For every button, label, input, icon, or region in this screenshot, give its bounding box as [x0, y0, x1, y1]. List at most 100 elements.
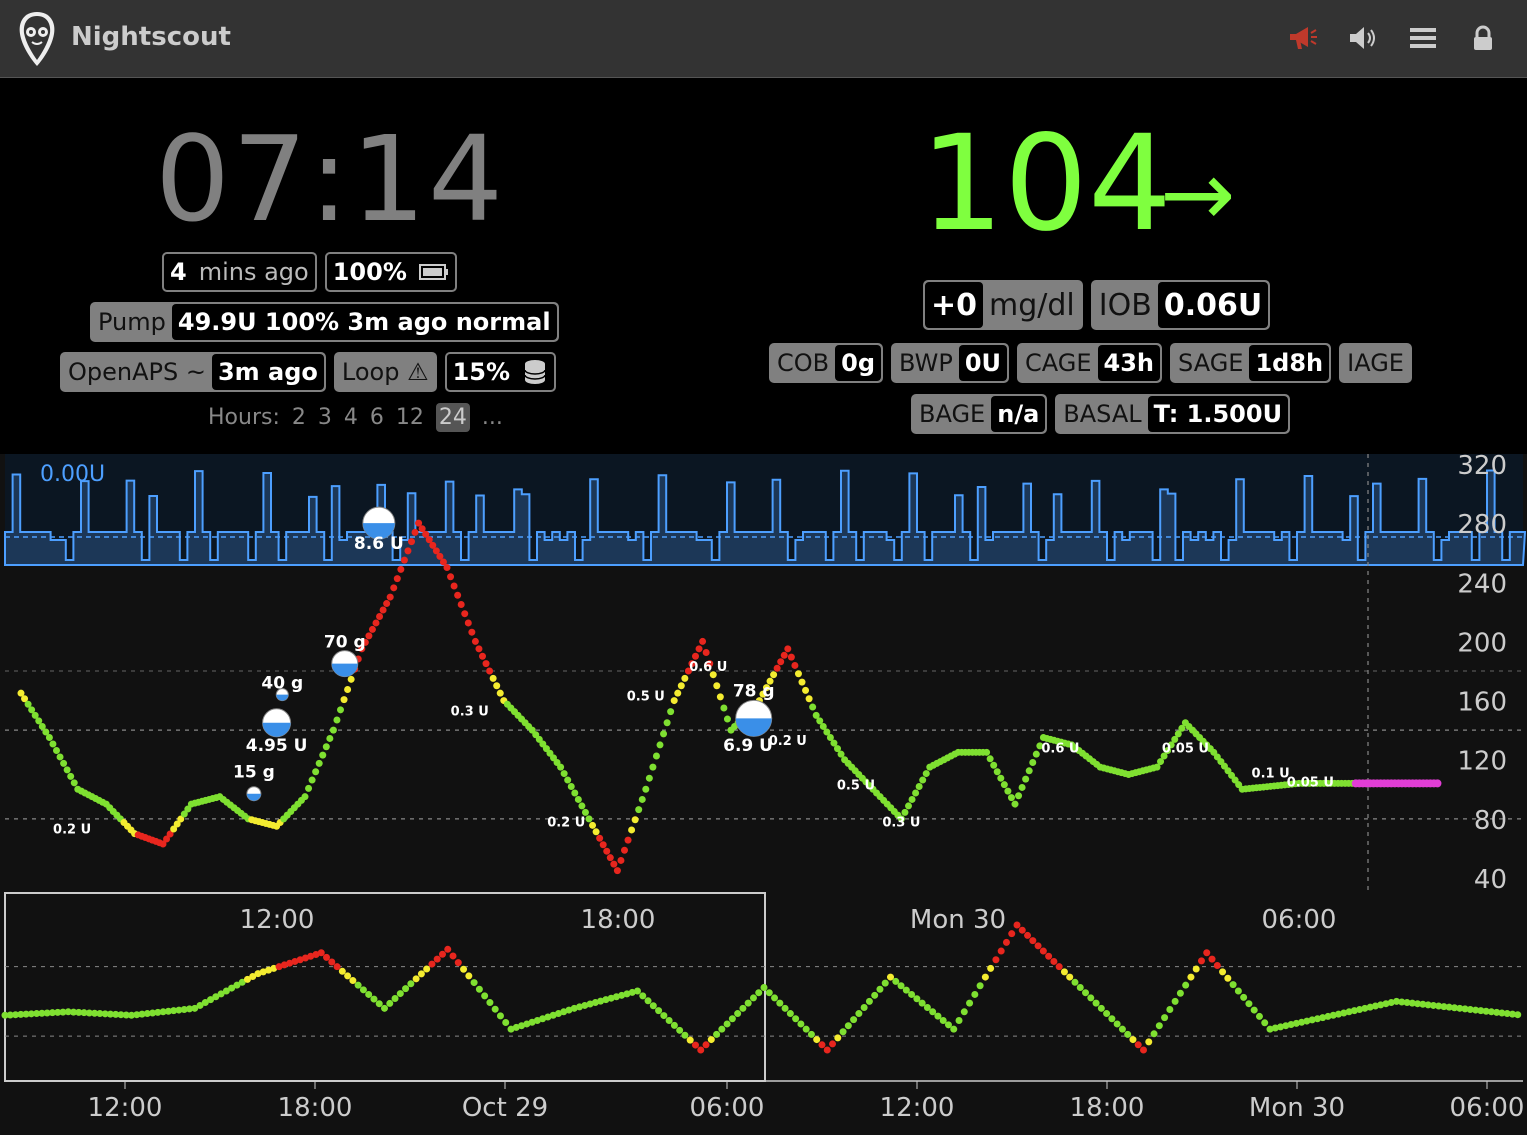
hours-option-more[interactable]: ... — [481, 405, 503, 430]
nav-bg-dot — [48, 1009, 56, 1017]
nav-bg-dot — [1277, 1023, 1285, 1031]
treatment-small-label: 0.2 U — [547, 815, 585, 830]
bg-reading-dot — [983, 748, 991, 756]
hours-option-selected[interactable]: 24 — [435, 403, 470, 432]
nav-bg-dot — [512, 1023, 520, 1031]
speaker-icon[interactable] — [1347, 22, 1379, 54]
nav-bg-dot — [365, 990, 373, 998]
hours-option[interactable]: 4 — [343, 405, 358, 430]
bg-reading-dot — [386, 593, 394, 601]
bg-reading-dot — [312, 768, 320, 776]
nav-bg-dot — [122, 1011, 130, 1019]
nav-bg-dot — [159, 1008, 167, 1016]
nav-bg-dot — [307, 952, 315, 960]
nav-bg-dot — [1082, 989, 1090, 997]
bg-reading-dot — [826, 734, 834, 742]
bg-reading-dot — [773, 664, 781, 672]
nav-bg-dot — [254, 970, 262, 978]
bg-reading-dot — [688, 660, 696, 668]
bg-reading-dot — [159, 840, 167, 848]
bg-reading-dot — [794, 670, 802, 678]
y-tick-label: 40 — [1474, 865, 1507, 895]
bg-reading-dot — [17, 689, 25, 697]
bg-reading-dot — [49, 740, 57, 748]
nav-bg-dot — [887, 973, 894, 981]
nav-bg-dot — [1324, 1012, 1332, 1020]
bg-reading-dot — [464, 619, 472, 627]
insulin-fill — [246, 793, 261, 801]
bg-reading-dot — [329, 726, 337, 734]
nav-bg-dot — [1271, 1024, 1279, 1032]
nav-bg-dot — [749, 994, 757, 1002]
cage-value: 43h — [1097, 345, 1161, 381]
hours-option[interactable]: 12 — [395, 405, 424, 430]
last-reading-value: 4 — [164, 254, 193, 290]
nav-bg-dot — [1382, 1000, 1390, 1008]
hours-option[interactable]: 3 — [317, 405, 332, 430]
bg-reading-dot — [454, 591, 462, 599]
bg-reading-dot — [759, 690, 767, 698]
nav-bg-dot — [1118, 1025, 1126, 1033]
alarm-megaphone-icon[interactable] — [1287, 22, 1319, 54]
bg-reading-dot — [606, 854, 614, 862]
delta-unit: mg/dl — [989, 287, 1075, 323]
bg-reading-dot — [1015, 792, 1023, 800]
bg-reading-dot — [1036, 742, 1044, 750]
loop-label: Loop ⚠ — [341, 358, 429, 386]
bg-reading-dot — [720, 704, 728, 712]
bg-reading-dot — [780, 651, 788, 659]
nav-bg-dot — [407, 980, 415, 988]
nav-bg-dot — [807, 1030, 815, 1038]
nav-bg-dot — [175, 1006, 183, 1014]
nav-bg-dot — [359, 986, 367, 994]
hours-option[interactable]: 2 — [291, 405, 306, 430]
nav-bg-dot — [286, 959, 294, 967]
lock-icon[interactable] — [1467, 22, 1499, 54]
nav-bg-dot — [1087, 994, 1095, 1002]
nav-bg-dot — [1287, 1021, 1295, 1029]
bg-reading-dot — [24, 700, 32, 708]
y-tick-label: 280 — [1457, 510, 1507, 540]
bg-reading-dot — [574, 795, 582, 803]
loop-pill: Loop ⚠ — [333, 352, 437, 392]
hours-option[interactable]: 6 — [369, 405, 384, 430]
bg-reading-dot — [628, 826, 636, 834]
bg-reading-dot — [1018, 783, 1026, 791]
nav-bg-dot — [333, 963, 341, 971]
nav-bg-dot — [871, 991, 879, 999]
nav-bg-dot — [681, 1031, 689, 1039]
nav-bg-dot — [1045, 952, 1053, 960]
nav-bg-dot — [676, 1026, 684, 1034]
menu-icon[interactable] — [1407, 22, 1439, 54]
nav-bg-dot — [634, 987, 641, 995]
nav-bg-dot — [507, 1025, 515, 1033]
nav-bg-dot — [43, 1009, 51, 1017]
nav-bg-dot — [1145, 1038, 1153, 1046]
nav-bg-dot — [560, 1008, 568, 1016]
nav-bg-dot — [818, 1041, 826, 1049]
bg-reading-dot — [1433, 779, 1442, 788]
nav-bg-dot — [1466, 1005, 1474, 1013]
bg-reading-dot — [592, 828, 600, 836]
bg-reading-dot — [695, 645, 703, 653]
nav-bg-dot — [243, 975, 251, 983]
nav-bg-dot — [528, 1018, 536, 1026]
nav-bg-dot — [649, 1002, 657, 1010]
nav-bg-dot — [902, 986, 910, 994]
nav-bg-dot — [312, 951, 320, 959]
nav-bg-dot — [1103, 1010, 1111, 1018]
nav-bg-dot — [1335, 1010, 1343, 1018]
bg-reading-dot — [642, 785, 650, 793]
nav-bg-dot — [1240, 993, 1248, 1001]
nav-bg-dot — [491, 1005, 499, 1013]
bg-reading-dot — [908, 795, 916, 803]
glucose-chart[interactable]: 0.00U 320 280 240 200 160 120 80 40 4.95 U 15 g 8… — [0, 454, 1527, 1135]
nav-bg-dot — [834, 1034, 842, 1042]
bg-reading-dot — [802, 686, 810, 694]
nav-bg-dot — [1424, 1001, 1432, 1009]
bg-reading-dot — [635, 806, 643, 814]
y-tick-label: 160 — [1457, 688, 1507, 718]
bg-reading-dot — [986, 755, 994, 763]
treatment-small-label: 0.05 U — [1287, 775, 1334, 790]
nav-bg-dot — [1429, 1001, 1437, 1009]
